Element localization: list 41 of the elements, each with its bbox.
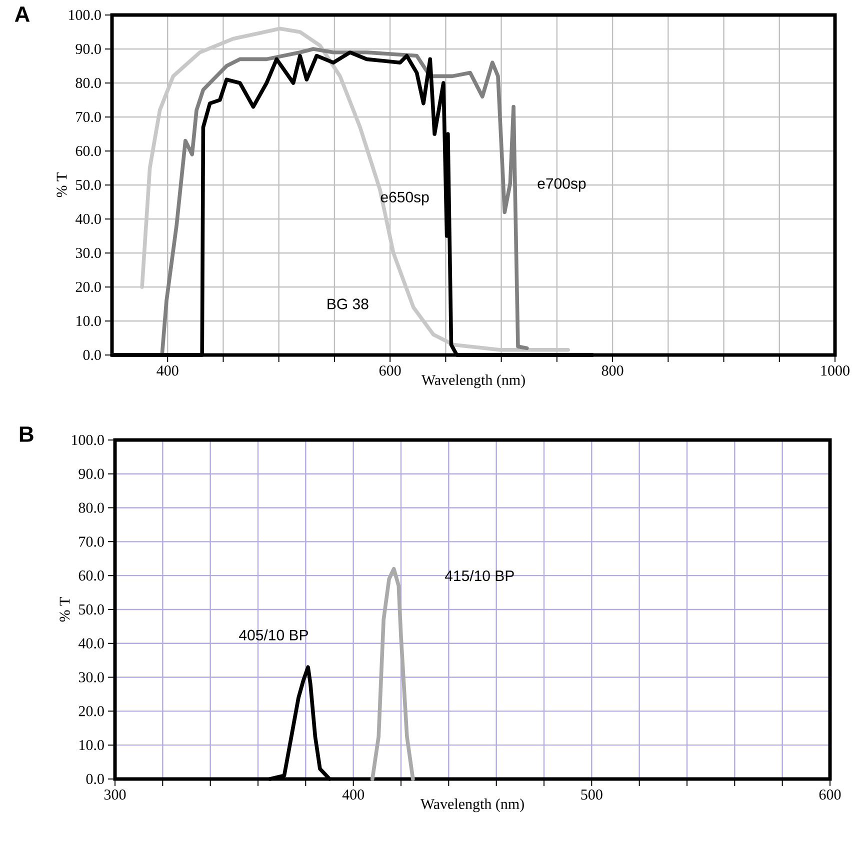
y-tick-label: 60.0: [76, 146, 101, 156]
y-tick-label: 20.0: [76, 282, 101, 292]
y-tick-label: 0.0: [86, 774, 104, 784]
x-tick-label: 400: [342, 790, 364, 800]
x-tick-label: 600: [379, 366, 401, 376]
x-axis-title: Wavelength (nm): [421, 374, 525, 388]
annotation: BG 38: [328, 298, 368, 310]
y-tick-label: 10.0: [76, 316, 101, 326]
y-tick-label: 0.0: [83, 350, 101, 360]
annotation: e700sp: [538, 178, 586, 192]
y-tick-label: 40.0: [76, 214, 101, 224]
y-tick-label: 50.0: [79, 604, 104, 615]
y-tick-label: 70.0: [79, 536, 104, 547]
x-tick-label: 600: [819, 790, 841, 800]
y-tick-label: 30.0: [76, 248, 101, 258]
x-axis-title: Wavelength (nm): [420, 798, 524, 812]
y-tick-label: 100.0: [69, 10, 101, 20]
y-tick-label: 100.0: [72, 434, 104, 446]
y-tick-label: 10.0: [80, 740, 104, 750]
y-axis-title: % T: [60, 597, 70, 622]
x-tick-label: 400: [156, 366, 178, 376]
y-tick-label: 80.0: [76, 78, 101, 88]
annotation: e650sp: [380, 192, 429, 206]
text: A: [14, 6, 30, 22]
y-tick-label: 90.0: [76, 44, 101, 54]
y-tick-label: 90.0: [78, 468, 104, 479]
annotation: 415/10 BP: [444, 570, 514, 582]
y-tick-label: 30.0: [78, 672, 104, 682]
x-tick-label: 800: [602, 366, 624, 376]
annotation: 405/10 BP: [239, 629, 308, 640]
x-tick-label: 300: [104, 790, 126, 800]
y-tick-label: 40.0: [78, 638, 104, 648]
x-tick-label: 1000: [821, 366, 850, 376]
y-tick-label: 80.0: [78, 502, 104, 513]
y-tick-label: 60.0: [78, 570, 104, 581]
y-tick-label: 20.0: [78, 706, 104, 716]
y-tick-label: 50.0: [76, 180, 101, 190]
y-axis-title: % T: [56, 172, 67, 198]
text: B: [20, 426, 34, 442]
x-tick-label: 500: [581, 790, 602, 800]
y-tick-label: 70.0: [76, 112, 101, 122]
